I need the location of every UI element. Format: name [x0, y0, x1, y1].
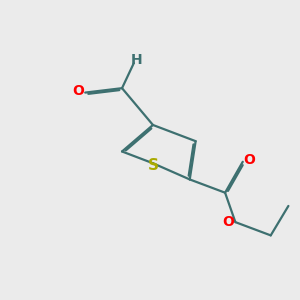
Text: H: H	[131, 53, 142, 67]
Text: O: O	[222, 215, 234, 229]
Text: S: S	[147, 158, 158, 173]
Text: O: O	[72, 84, 84, 98]
Text: O: O	[243, 153, 255, 167]
